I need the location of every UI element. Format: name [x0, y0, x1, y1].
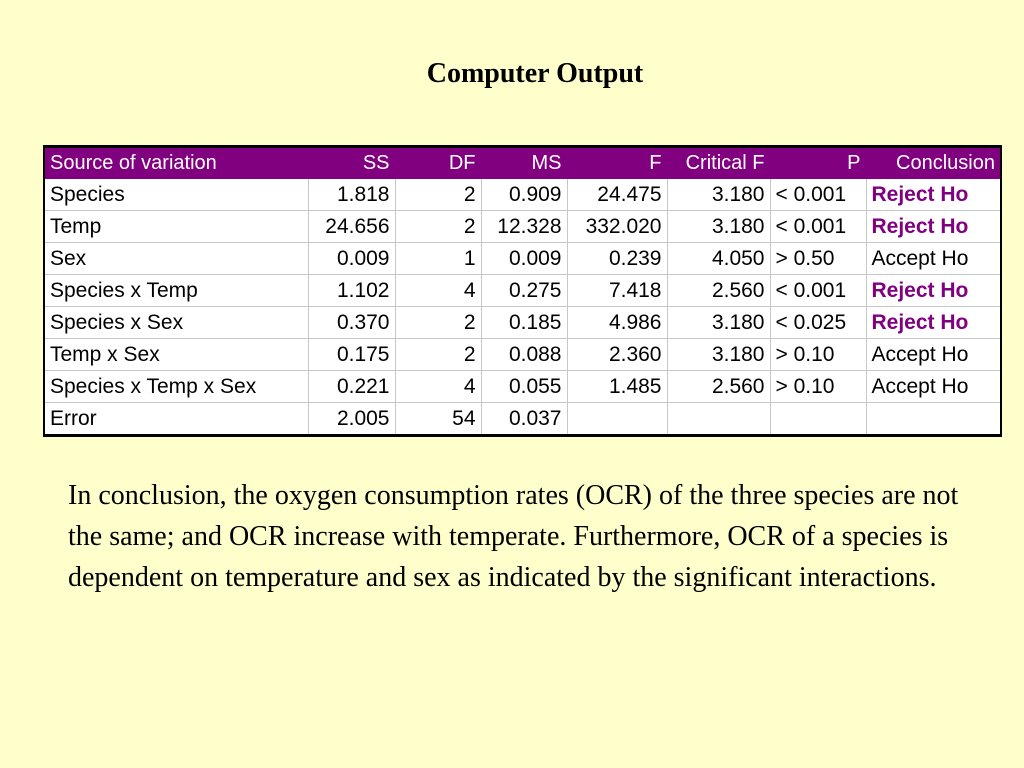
- cell-p: < 0.001: [769, 178, 867, 211]
- cell-ss: 1.102: [307, 274, 396, 307]
- cell-p: > 0.10: [769, 338, 867, 371]
- cell-ms: 0.055: [480, 370, 568, 403]
- conclusion-paragraph: In conclusion, the oxygen consumption ra…: [68, 480, 959, 593]
- cell-ms: 0.185: [480, 306, 568, 339]
- cell-p: [769, 402, 867, 437]
- header-f: F: [566, 146, 668, 179]
- cell-df: 1: [394, 242, 482, 275]
- cell-conclusion: [865, 402, 1002, 437]
- cell-ms: 0.088: [480, 338, 568, 371]
- cell-df: 2: [394, 210, 482, 243]
- cell-critical-f: 3.180: [666, 306, 771, 339]
- cell-ss: 0.221: [307, 370, 396, 403]
- cell-ms: 0.009: [480, 242, 568, 275]
- cell-p: > 0.50: [769, 242, 867, 275]
- cell-conclusion: Accept Ho: [865, 370, 1002, 403]
- cell-f: 2.360: [566, 338, 668, 371]
- table-row: Species x Temp 1.102 4 0.275 7.418 2.560 < 0.0…: [43, 274, 1002, 307]
- cell-f: [566, 402, 668, 437]
- cell-p: < 0.001: [769, 210, 867, 243]
- cell-f: 7.418: [566, 274, 668, 307]
- cell-ss: 2.005: [307, 402, 396, 437]
- table-row: Sex 0.009 1 0.009 0.239 4.050 > 0.50 Accept Ho: [43, 242, 1002, 275]
- header-ss: SS: [307, 146, 396, 179]
- cell-critical-f: 3.180: [666, 178, 771, 211]
- cell-ms: 0.909: [480, 178, 568, 211]
- table-row: Species x Temp x Sex 0.221 4 0.055 1.485 2.56…: [43, 370, 1002, 403]
- cell-df: 2: [394, 178, 482, 211]
- table-header-row: Source of variation SS DF MS F Critical …: [43, 146, 1002, 179]
- cell-ss: 1.818: [307, 178, 396, 211]
- cell-source: Error: [43, 402, 309, 437]
- cell-f: 332.020: [566, 210, 668, 243]
- cell-critical-f: 3.180: [666, 338, 771, 371]
- cell-p: > 0.10: [769, 370, 867, 403]
- cell-ss: 0.175: [307, 338, 396, 371]
- cell-source: Temp x Sex: [43, 338, 309, 371]
- table-row: Temp x Sex 0.175 2 0.088 2.360 3.180 > 0.10 Acc…: [43, 338, 1002, 371]
- cell-f: 1.485: [566, 370, 668, 403]
- header-df: DF: [394, 146, 482, 179]
- cell-f: 0.239: [566, 242, 668, 275]
- cell-ss: 0.370: [307, 306, 396, 339]
- cell-f: 4.986: [566, 306, 668, 339]
- cell-ss: 0.009: [307, 242, 396, 275]
- cell-df: 54: [394, 402, 482, 437]
- table-row: Species x Sex 0.370 2 0.185 4.986 3.180 < 0.02…: [43, 306, 1002, 339]
- cell-df: 2: [394, 306, 482, 339]
- cell-df: 4: [394, 370, 482, 403]
- cell-f: 24.475: [566, 178, 668, 211]
- cell-df: 4: [394, 274, 482, 307]
- cell-conclusion: Reject Ho: [865, 178, 1002, 211]
- cell-critical-f: 2.560: [666, 274, 771, 307]
- cell-critical-f: 2.560: [666, 370, 771, 403]
- cell-source: Sex: [43, 242, 309, 275]
- cell-p: < 0.001: [769, 274, 867, 307]
- cell-critical-f: [666, 402, 771, 437]
- cell-conclusion: Accept Ho: [865, 338, 1002, 371]
- cell-ms: 12.328: [480, 210, 568, 243]
- header-source: Source of variation: [43, 146, 309, 179]
- table-row: Error 2.005 54 0.037: [43, 402, 1002, 437]
- cell-source: Temp: [43, 210, 309, 243]
- cell-df: 2: [394, 338, 482, 371]
- page-title: Computer Output: [426, 58, 644, 89]
- cell-source: Species: [43, 178, 309, 211]
- table-row: Species 1.818 2 0.909 24.475 3.180 < 0.001 Reje…: [43, 178, 1002, 211]
- cell-ms: 0.275: [480, 274, 568, 307]
- cell-p: < 0.025: [769, 306, 867, 339]
- cell-ss: 24.656: [307, 210, 396, 243]
- cell-source: Species x Temp: [43, 274, 309, 307]
- cell-conclusion: Reject Ho: [865, 210, 1002, 243]
- cell-conclusion: Accept Ho: [865, 242, 1002, 275]
- header-ms: MS: [480, 146, 568, 179]
- table-row: Temp 24.656 2 12.328 332.020 3.180 < 0.001 Reje…: [43, 210, 1002, 243]
- cell-conclusion: Reject Ho: [865, 306, 1002, 339]
- header-critical-f: Critical F: [666, 146, 771, 179]
- cell-source: Species x Temp x Sex: [43, 370, 309, 403]
- cell-conclusion: Reject Ho: [865, 274, 1002, 307]
- header-p: P: [769, 146, 867, 179]
- cell-critical-f: 4.050: [666, 242, 771, 275]
- cell-source: Species x Sex: [43, 306, 309, 339]
- cell-ms: 0.037: [480, 402, 568, 437]
- cell-critical-f: 3.180: [666, 210, 771, 243]
- anova-table: Source of variation SS DF MS F Critical …: [43, 145, 1002, 437]
- header-conclusion: Conclusion: [865, 146, 1002, 179]
